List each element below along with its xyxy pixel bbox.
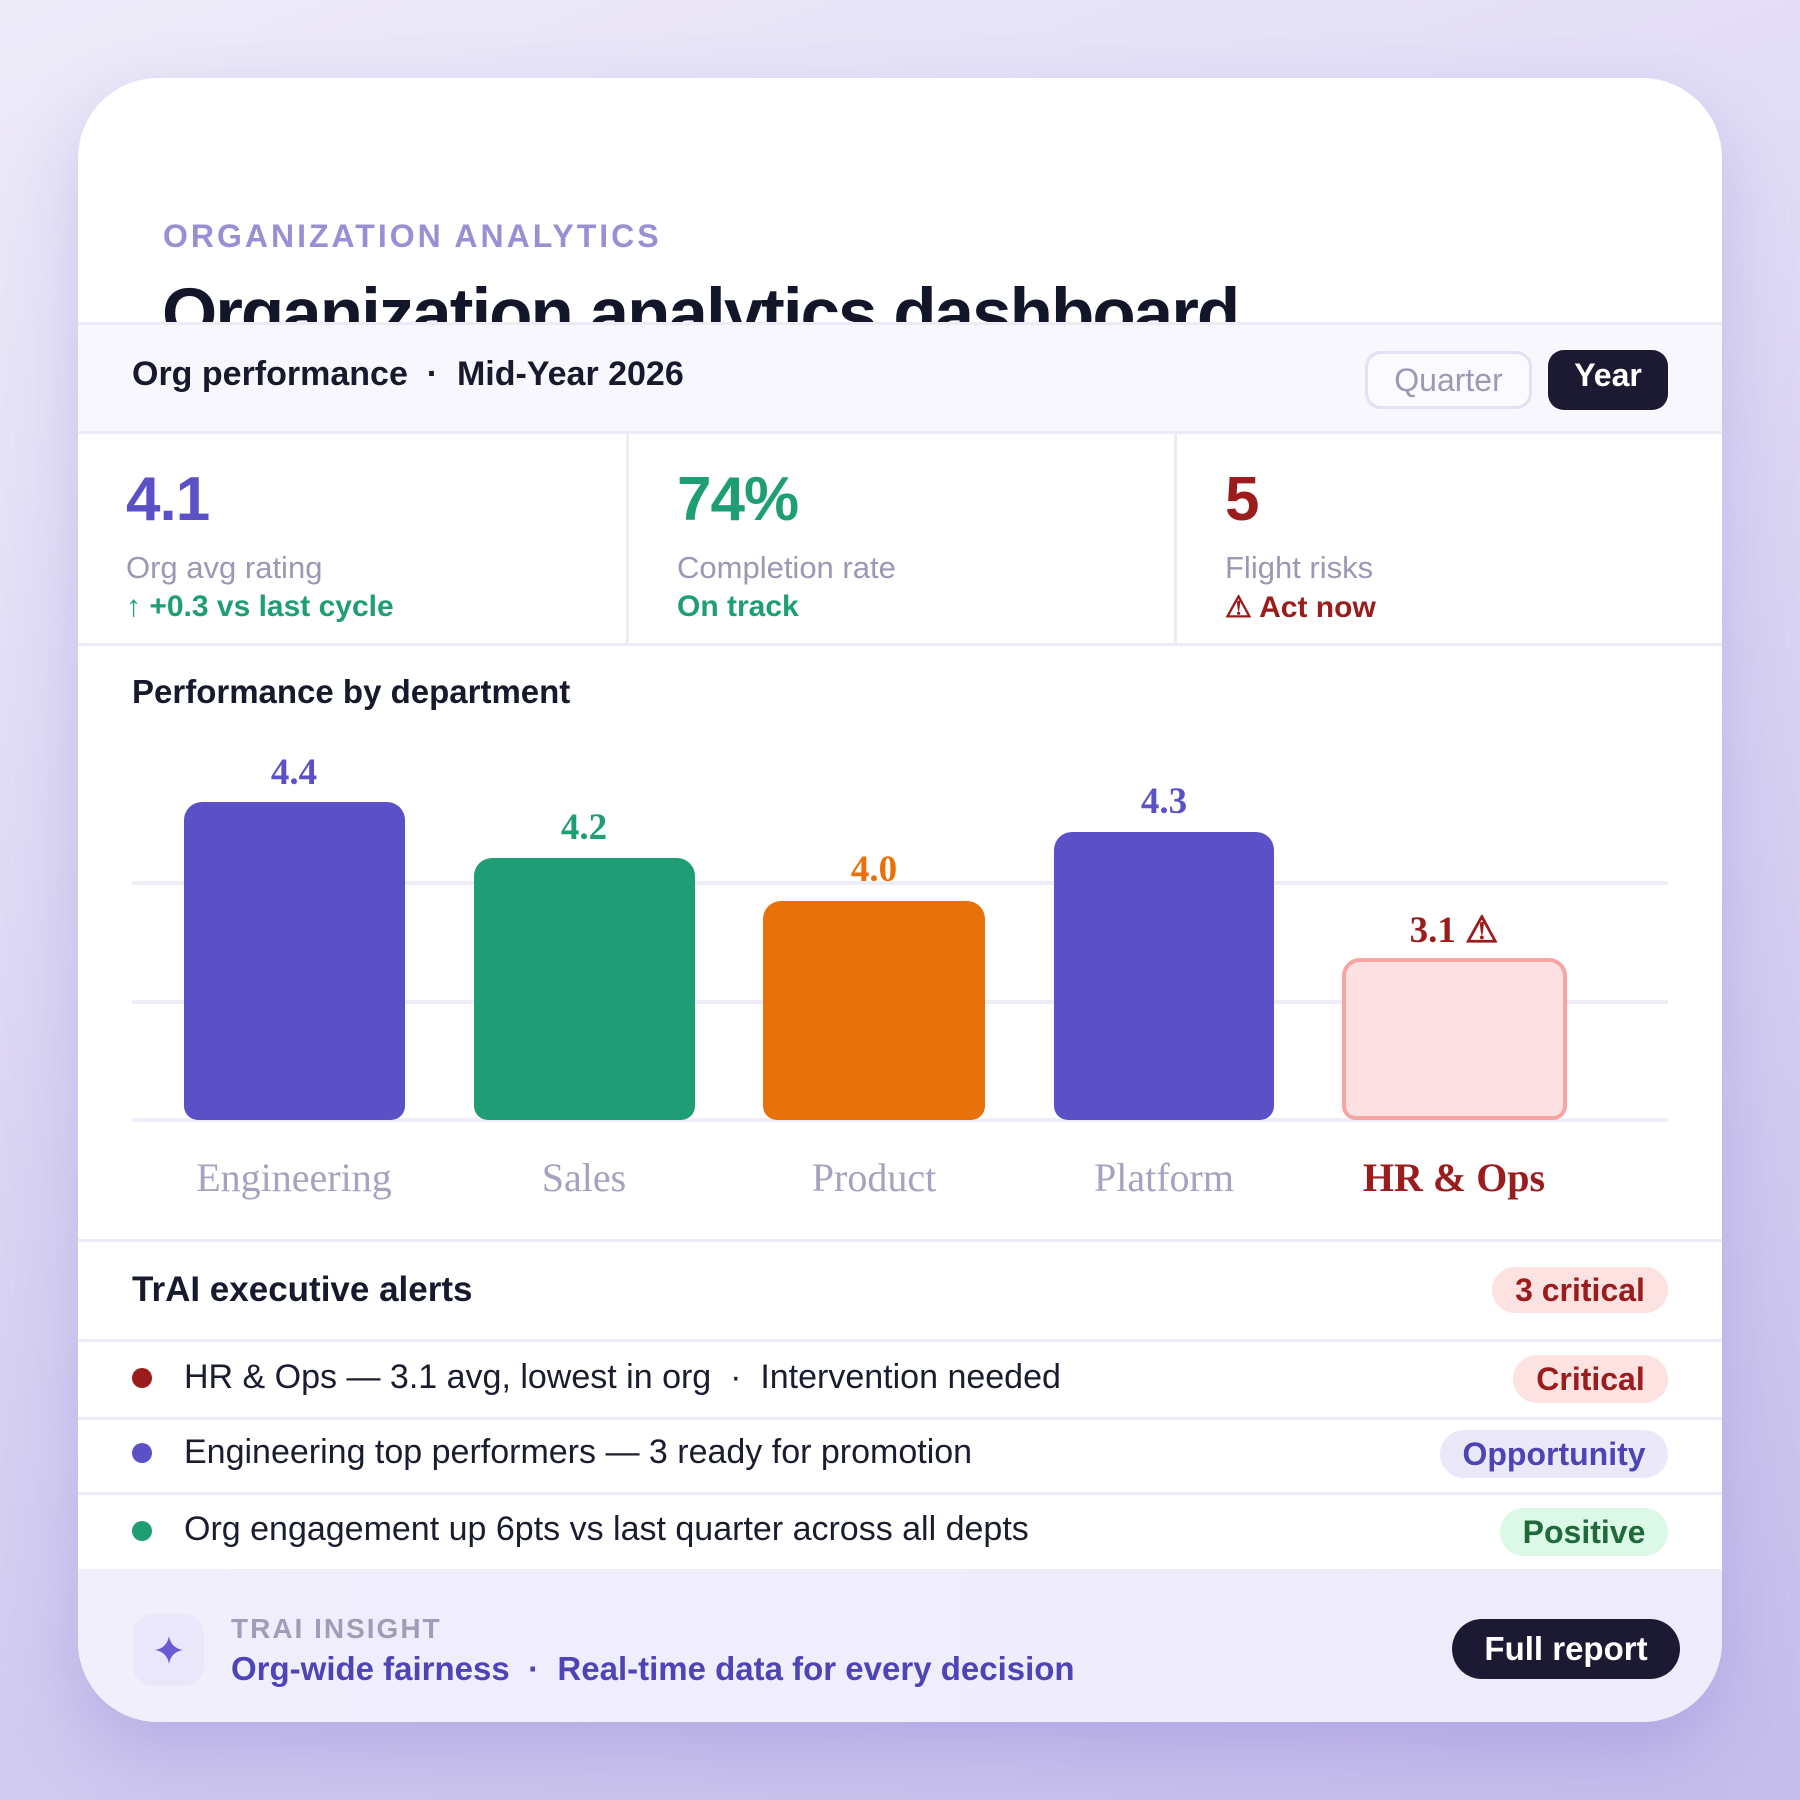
stat-label: Completion rate	[677, 550, 896, 585]
bar-platform[interactable]	[1054, 832, 1274, 1120]
bar-engineering[interactable]	[184, 802, 405, 1120]
bar-sales[interactable]	[474, 858, 695, 1120]
section-divider	[78, 1239, 1722, 1242]
bar-value-product: 4.0	[850, 849, 898, 890]
period-label: Org performance · Mid-Year 2026	[132, 355, 684, 393]
alert-row-text[interactable]: HR & Ops — 3.1 avg, lowest in org · Inte…	[184, 1358, 1061, 1396]
axis-label-engineering: Engineering	[196, 1155, 392, 1200]
insight-text: Org-wide fairness · Real-time data for e…	[231, 1650, 1075, 1687]
sparkle-icon	[133, 1614, 204, 1686]
axis-label-hr-ops: HR & Ops	[1362, 1155, 1546, 1200]
bar-value-sales: 4.2	[560, 807, 608, 848]
critical-dot-icon	[132, 1368, 152, 1388]
stat-status: On track	[677, 590, 799, 623]
alert-tag-critical: Critical	[1513, 1355, 1668, 1403]
segment-year-button[interactable]: Year	[1548, 350, 1668, 410]
alert-tag-positive: Positive	[1500, 1508, 1668, 1556]
stat-org-avg-rating: 4.1 Org avg rating ↑ +0.3 vs last cycle	[78, 434, 626, 643]
row-divider	[78, 1492, 1722, 1495]
opportunity-dot-icon	[132, 1443, 152, 1463]
stat-warning: ⚠ Act now	[1225, 591, 1376, 624]
alert-row-text[interactable]: Engineering top performers — 3 ready for…	[184, 1433, 973, 1471]
alerts-title: TrAI executive alerts	[132, 1270, 473, 1309]
axis-label-sales: Sales	[541, 1155, 627, 1200]
bar-product[interactable]	[763, 901, 985, 1120]
full-report-button[interactable]: Full report	[1452, 1619, 1680, 1679]
row-divider	[78, 1339, 1722, 1342]
alert-row-text[interactable]: Org engagement up 6pts vs last quarter a…	[184, 1510, 1029, 1548]
stat-value: 5	[1225, 465, 1259, 534]
dashboard-card: ORGANIZATION ANALYTICS Organization anal…	[78, 78, 1722, 1722]
stat-flight-risks: 5 Flight risks ⚠ Act now	[1174, 434, 1722, 643]
positive-dot-icon	[132, 1521, 152, 1541]
chart-baseline	[132, 1118, 1668, 1122]
insight-eyebrow: TRAI INSIGHT	[231, 1613, 442, 1644]
insight-footer: TRAI INSIGHT Org-wide fairness · Real-ti…	[78, 1569, 1722, 1722]
segment-quarter-button[interactable]: Quarter	[1365, 351, 1532, 409]
chart-title: Performance by department	[132, 673, 571, 710]
period-toolbar: Org performance · Mid-Year 2026 Quarter …	[78, 322, 1722, 434]
axis-label-product: Product	[811, 1155, 937, 1200]
row-divider	[78, 1417, 1722, 1420]
bar-value-platform: 4.3	[1140, 781, 1188, 822]
bar-hr-ops[interactable]	[1342, 958, 1567, 1120]
alert-tag-opportunity: Opportunity	[1440, 1430, 1668, 1478]
eyebrow-label: ORGANIZATION ANALYTICS	[163, 218, 662, 254]
stat-trend: ↑ +0.3 vs last cycle	[126, 590, 394, 623]
axis-label-platform: Platform	[1094, 1155, 1234, 1200]
stat-value: 4.1	[126, 465, 210, 534]
stat-value: 74%	[677, 465, 799, 534]
critical-count-badge: 3 critical	[1492, 1267, 1668, 1313]
bar-value-hr-ops: 3.1 ⚠	[1409, 910, 1499, 951]
stat-completion-rate: 74% Completion rate On track	[626, 434, 1174, 643]
gridline	[132, 881, 1668, 885]
bar-value-engineering: 4.4	[270, 752, 318, 793]
stat-label: Flight risks	[1225, 550, 1374, 585]
stat-label: Org avg rating	[126, 550, 323, 585]
stats-row: 4.1 Org avg rating ↑ +0.3 vs last cycle …	[78, 434, 1722, 646]
